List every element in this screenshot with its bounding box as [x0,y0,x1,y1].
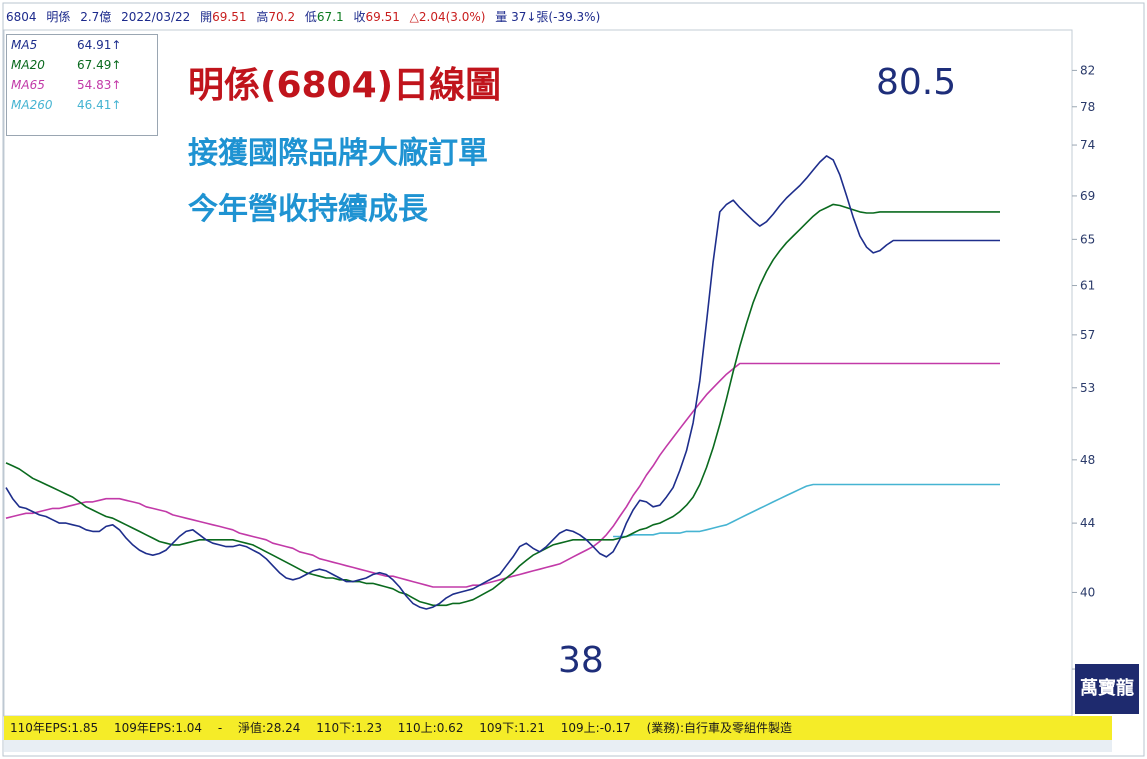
low-value: 67.1 [316,10,344,24]
ma-name: MA260 [11,98,53,112]
close-label: 收 [353,10,366,24]
ma-value: 54.83↑ [77,78,122,92]
ma-legend-row: MA65 54.83↑ [7,75,157,95]
ma-legend-row: MA20 67.49↑ [7,55,157,75]
chart-title: 明係(6804)日線圖 [188,65,502,106]
y-tick-label: 53 [1080,381,1095,395]
ma-value: 46.41↑ [77,98,122,112]
y-tick-label: 61 [1080,279,1095,293]
eps-item: 109下:1.21 [479,721,545,735]
low-label: 低 [304,10,317,24]
y-tick-label: 74 [1080,138,1095,152]
y-tick-label: 40 [1080,585,1095,599]
ma-value: 64.91↑ [77,38,122,52]
ma-legend-row: MA5 64.91↑ [7,35,157,55]
volume-value: 量 37↓張(-39.3%) [495,10,601,24]
chart-subtitle-1: 接獲國際品牌大廠訂單 [188,136,488,171]
eps-item: 109上:-0.17 [560,721,631,735]
y-tick-label: 44 [1080,516,1095,530]
eps-item: 110下:1.23 [316,721,382,735]
y-axis-ticks: 364044485357616569747882 [1072,63,1095,676]
high-label: 高 [256,10,269,24]
peak-annotation: 80.5 [876,62,957,103]
y-tick-label: 69 [1080,189,1095,203]
change-value: △2.04(3.0%) [409,10,486,24]
ma-name: MA5 [11,38,38,52]
ma-value: 67.49↑ [77,58,122,72]
high-value: 70.2 [268,10,296,24]
stock-name: 明係 [46,10,71,24]
open-label: 開 [200,10,213,24]
ma-name: MA20 [11,58,45,72]
brand-logo: 萬寶龍 [1075,664,1139,714]
ma-legend: MA5 64.91↑ MA20 67.49↑ MA65 54.83↑ MA260… [6,34,158,136]
ma-name: MA65 [11,78,45,92]
header-quote-bar: 6804 明係 2.7億 2022/03/22 開69.51 高70.2 低67… [6,8,1006,28]
eps-item: - [217,721,223,735]
chart-subtitle-2: 今年營收持續成長 [188,192,428,227]
eps-item: 110上:0.62 [397,721,464,735]
trade-amount: 2.7億 [80,10,112,24]
ma-legend-row: MA260 46.41↑ [7,95,157,115]
close-value: 69.51 [365,10,400,24]
plot-area [3,29,1073,717]
eps-item: 110年EPS:1.85 [10,721,99,735]
y-tick-label: 82 [1080,63,1095,77]
series-line-ma65 [5,362,1000,588]
date-axis-strip [4,740,1112,752]
series-line-ma260 [613,483,1000,538]
eps-item: 淨值:28.24 [238,721,301,735]
eps-info-bar: 110年EPS:1.85 109年EPS:1.04 - 淨值:28.24 110… [4,716,1112,740]
y-tick-label: 48 [1080,453,1095,467]
eps-item: (業務):自行車及零組件製造 [646,721,793,735]
series-line-ma5 [5,155,1000,610]
quote-date: 2022/03/22 [121,10,191,24]
stock-code: 6804 [6,10,37,24]
series-layer [5,155,1000,610]
y-tick-label: 78 [1080,100,1095,114]
y-tick-label: 65 [1080,232,1095,246]
eps-item: 109年EPS:1.04 [113,721,203,735]
trough-annotation: 38 [558,640,604,681]
y-tick-label: 57 [1080,328,1095,342]
open-value: 69.51 [212,10,247,24]
